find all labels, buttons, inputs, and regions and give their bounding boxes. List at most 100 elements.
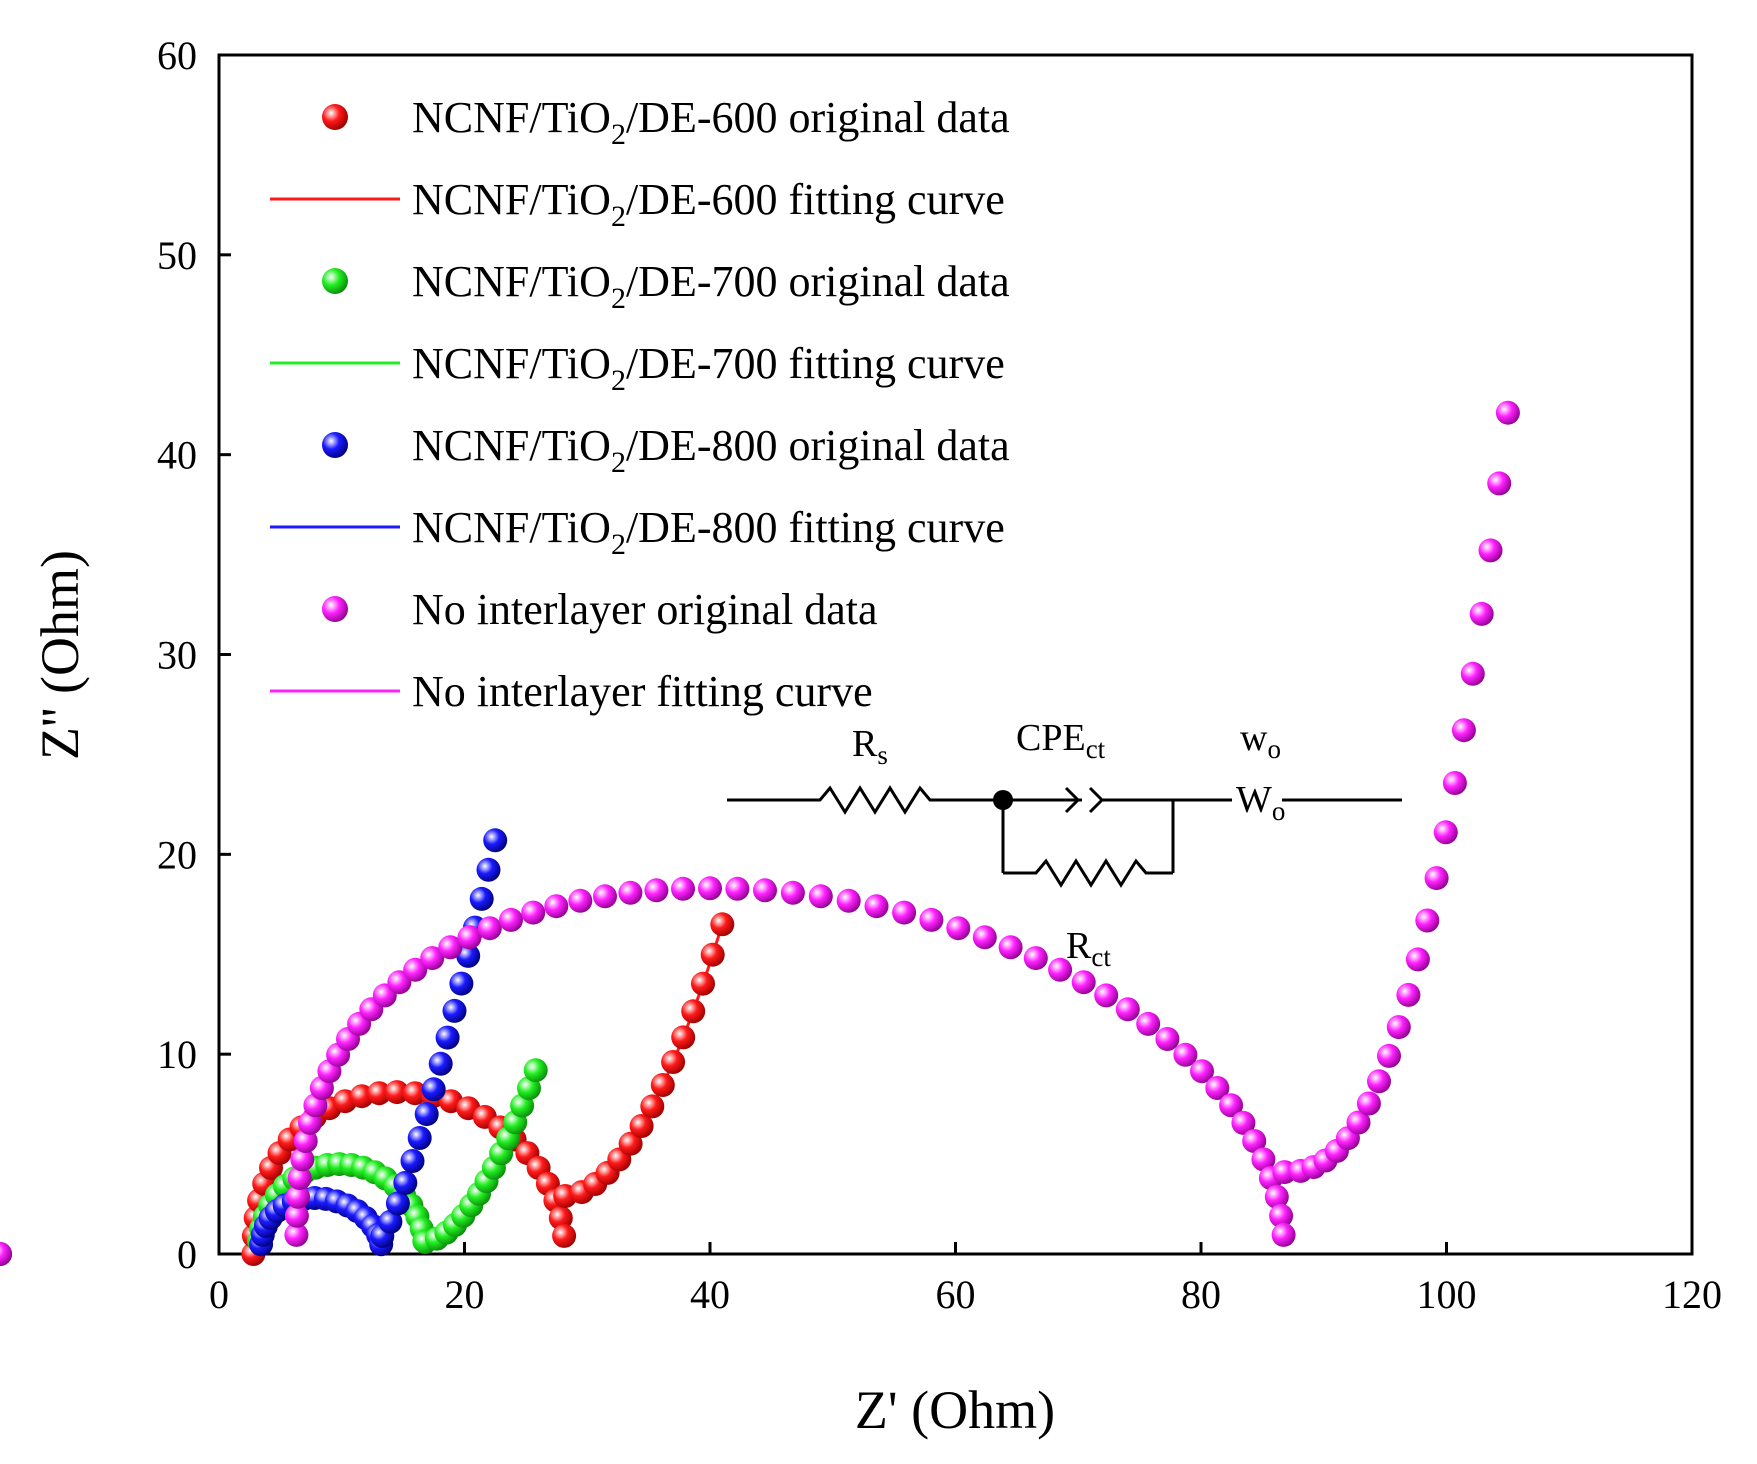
data-point [1136, 1011, 1161, 1036]
data-point [1190, 1059, 1214, 1084]
legend-label: NCNF/TiO2/DE-800 fitting curve [412, 503, 1005, 561]
data-point [725, 876, 750, 901]
x-tick-label: 40 [690, 1272, 730, 1317]
data-point [568, 888, 593, 913]
legend-marker [322, 104, 348, 130]
data-point [1048, 957, 1073, 982]
data-point [671, 1025, 696, 1050]
data-point [435, 1025, 460, 1050]
data-point [1415, 908, 1440, 933]
legend-entry: NCNF/TiO2/DE-800 original data [322, 421, 1010, 479]
data-point [1346, 1110, 1371, 1135]
data-point [290, 1147, 315, 1172]
legend-entry: NCNF/TiO2/DE-800 fitting curve [270, 503, 1005, 561]
data-point [1424, 866, 1449, 891]
data-point [1442, 771, 1467, 795]
legend-marker [322, 432, 348, 458]
data-point [1271, 1222, 1296, 1247]
data-point [1205, 1076, 1230, 1100]
legend-entry: No interlayer original data [322, 585, 877, 634]
y-tick-label: 20 [157, 832, 197, 877]
data-point [1377, 1043, 1401, 1068]
legend: NCNF/TiO2/DE-600 original data NCNF/TiO2/… [270, 93, 1010, 716]
data-point [593, 884, 617, 909]
data-point [414, 1102, 439, 1127]
data-point [650, 1073, 675, 1097]
data-point [1094, 983, 1119, 1008]
data-point [1173, 1042, 1198, 1067]
legend-entry: NCNF/TiO2/DE-700 original data [322, 257, 1010, 315]
data-point [385, 1080, 409, 1105]
data-point [284, 1203, 309, 1228]
circuit-label-wo-mid: Wo [1236, 779, 1285, 826]
x-tick-label: 80 [1181, 1272, 1221, 1317]
data-point [629, 1114, 654, 1138]
data-point [644, 878, 669, 903]
x-tick-label: 60 [936, 1272, 976, 1317]
legend-label: NCNF/TiO2/DE-700 fitting curve [412, 339, 1005, 397]
data-point [477, 916, 502, 941]
data-point [671, 876, 695, 901]
x-tick-label: 20 [445, 1272, 485, 1317]
data-point [700, 942, 725, 967]
circuit-label-rs: Rs [852, 723, 888, 770]
data-point [400, 1149, 425, 1173]
data-point [421, 1077, 446, 1102]
data-point [1469, 601, 1494, 626]
data-point [618, 1131, 643, 1156]
y-tick-label: 50 [157, 233, 197, 278]
data-point [403, 957, 428, 982]
y-axis-title: Z'' (Ohm) [30, 550, 90, 760]
data-point [517, 1076, 541, 1101]
data-point [998, 935, 1023, 960]
data-point [442, 998, 467, 1023]
data-point [1264, 1184, 1289, 1209]
data-point [1219, 1093, 1244, 1118]
data-point [919, 907, 944, 932]
data-point [457, 925, 482, 950]
y-tick-label: 0 [177, 1232, 197, 1277]
data-point [618, 880, 643, 905]
data-point [1460, 661, 1485, 686]
data-point [698, 876, 722, 901]
data-point [523, 1058, 548, 1083]
data-point [1487, 471, 1512, 496]
data-point [1495, 400, 1520, 425]
data-point [287, 1166, 312, 1190]
data-point [1115, 997, 1140, 1022]
data-point [428, 1051, 453, 1076]
x-tick-label: 0 [209, 1272, 229, 1317]
data-point [403, 1081, 428, 1106]
equivalent-circuit: Rs CPEct wo Wo Rct [727, 717, 1402, 972]
series-group [0, 401, 1520, 1266]
legend-label: No interlayer fitting curve [412, 667, 873, 716]
data-point [438, 935, 463, 960]
x-axis-title: Z' (Ohm) [855, 1380, 1055, 1440]
data-point [1269, 1203, 1294, 1228]
data-point [1251, 1147, 1276, 1172]
data-point [0, 1242, 12, 1266]
circuit-label-rct: Rct [1066, 925, 1111, 972]
y-tick-label: 60 [157, 33, 197, 78]
data-point [521, 900, 546, 925]
data-point [691, 971, 715, 996]
series-layer [0, 401, 1520, 1266]
data-point [548, 1206, 573, 1230]
cpe-left-bracket [1064, 786, 1081, 814]
data-point [892, 900, 917, 925]
data-point [378, 1209, 403, 1234]
data-point [367, 1081, 392, 1106]
data-point [753, 878, 777, 903]
data-point [661, 1050, 686, 1074]
data-point [1367, 1069, 1391, 1094]
data-point [420, 946, 445, 971]
data-point [456, 943, 481, 968]
data-point [972, 925, 997, 950]
data-point [1231, 1110, 1256, 1135]
legend-label: No interlayer original data [412, 585, 877, 634]
data-point [681, 999, 706, 1024]
x-tick-label: 120 [1662, 1272, 1722, 1317]
data-point [864, 894, 889, 919]
